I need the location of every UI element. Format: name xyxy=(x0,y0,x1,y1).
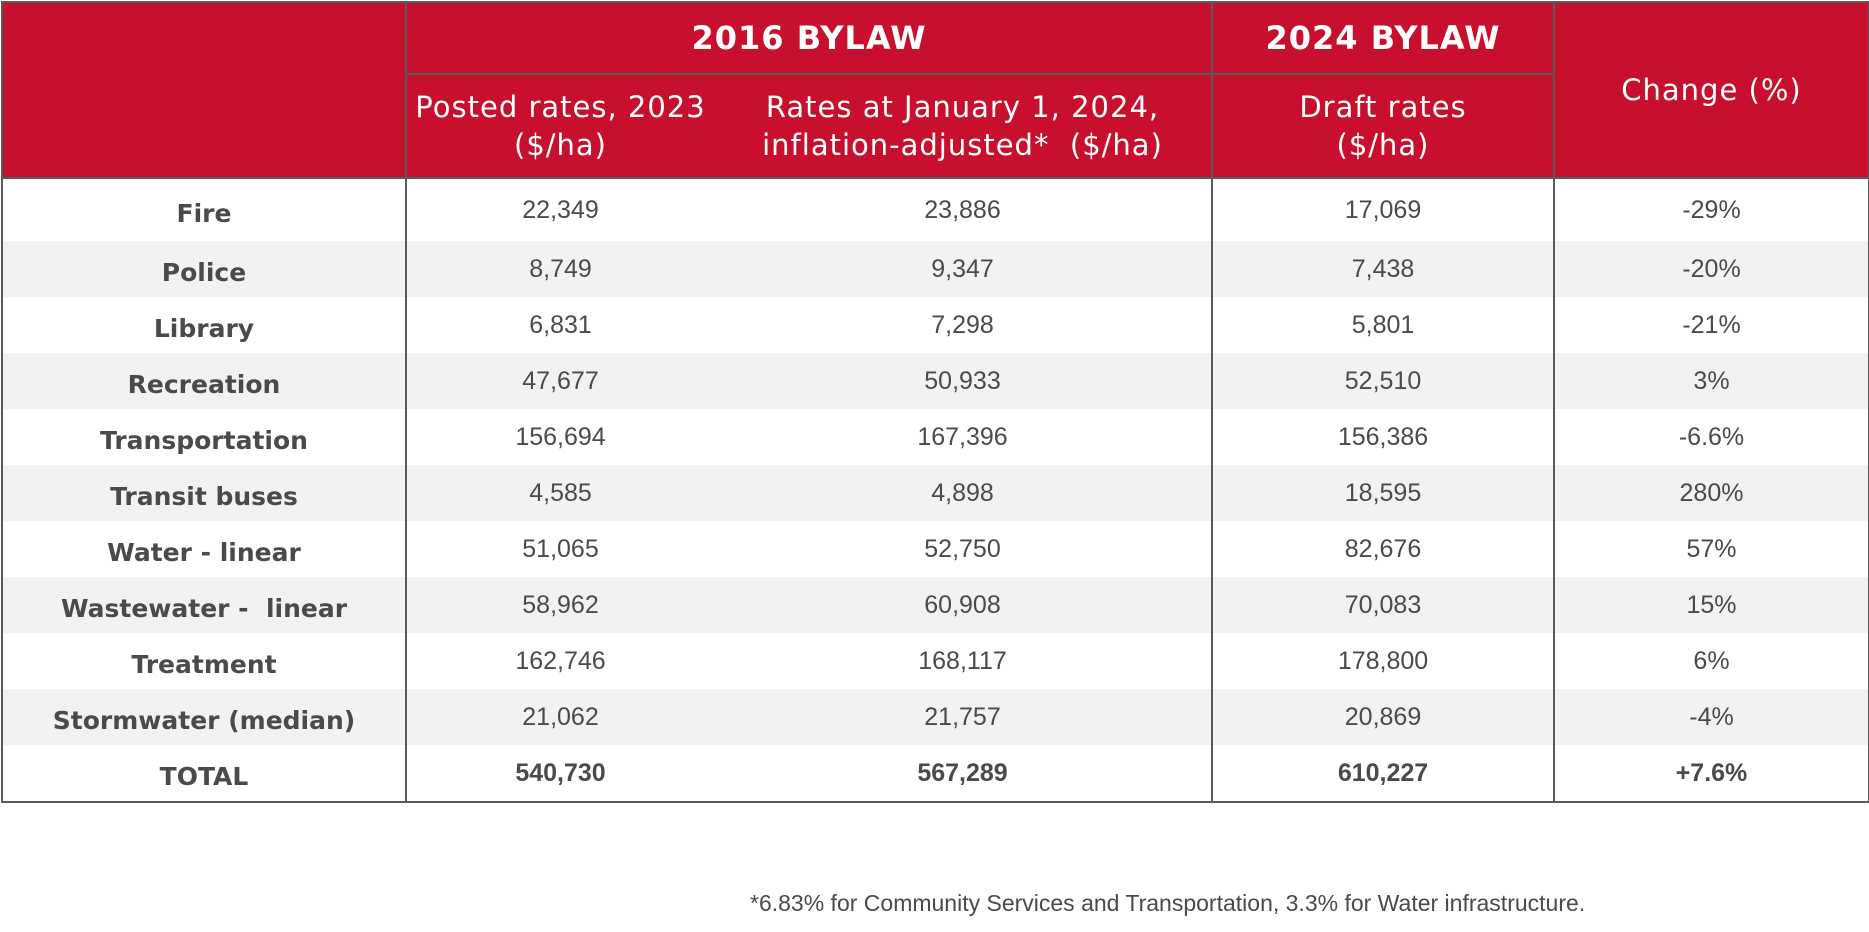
row-label: Wastewater - linear xyxy=(1,577,407,633)
footnote: *6.83% for Community Services and Transp… xyxy=(750,890,1586,916)
header-posted-line2: ($/ha) xyxy=(514,128,607,162)
row-label: Water - linear xyxy=(1,521,407,577)
cell-draft: 20,869 xyxy=(1211,689,1555,745)
cell-change: +7.6% xyxy=(1553,745,1869,803)
cell-change: -29% xyxy=(1553,178,1869,241)
cell-january: 567,289 xyxy=(714,745,1213,803)
cell-draft: 610,227 xyxy=(1211,745,1555,803)
header-2024-bylaw: 2024 BYLAW xyxy=(1211,1,1555,75)
table-row-stormwater: Stormwater (median) 21,062 21,757 20,869… xyxy=(1,689,1869,745)
table-row-treatment: Treatment 162,746 168,117 178,800 6% xyxy=(1,633,1869,689)
cell-posted: 51,065 xyxy=(405,521,714,577)
cell-change: 6% xyxy=(1553,633,1869,689)
cell-change: -4% xyxy=(1553,689,1869,745)
cell-posted: 4,585 xyxy=(405,465,714,521)
table-row-police: Police 8,749 9,347 7,438 -20% xyxy=(1,241,1869,297)
cell-draft: 17,069 xyxy=(1211,178,1555,241)
cell-january: 4,898 xyxy=(714,465,1213,521)
row-label: TOTAL xyxy=(1,745,407,803)
table-row-transit-buses: Transit buses 4,585 4,898 18,595 280% xyxy=(1,465,1869,521)
cell-draft: 52,510 xyxy=(1211,353,1555,409)
cell-posted: 156,694 xyxy=(405,409,714,465)
cell-change: -21% xyxy=(1553,297,1869,353)
cell-january: 9,347 xyxy=(714,241,1213,297)
cell-january: 50,933 xyxy=(714,353,1213,409)
rates-table: 2016 BYLAW 2024 BYLAW Change (%) Posted … xyxy=(1,1,1869,803)
header-draft-rates: Draft rates ($/ha) xyxy=(1211,73,1555,179)
table-row-recreation: Recreation 47,677 50,933 52,510 3% xyxy=(1,353,1869,409)
cell-posted: 58,962 xyxy=(405,577,714,633)
header-posted-line1: Posted rates, 2023 xyxy=(415,90,706,124)
row-label: Transportation xyxy=(1,409,407,465)
header-group-row: 2016 BYLAW 2024 BYLAW Change (%) xyxy=(1,1,1869,179)
cell-draft: 5,801 xyxy=(1211,297,1555,353)
header-change: Change (%) xyxy=(1553,1,1869,179)
header-jan-line1: Rates at January 1, 2024, xyxy=(765,90,1160,124)
cell-change: 3% xyxy=(1553,353,1869,409)
cell-posted: 22,349 xyxy=(405,178,714,241)
cell-posted: 540,730 xyxy=(405,745,714,803)
cell-posted: 47,677 xyxy=(405,353,714,409)
cell-change: 280% xyxy=(1553,465,1869,521)
row-label: Recreation xyxy=(1,353,407,409)
header-posted-rates: Posted rates, 2023 ($/ha) xyxy=(405,73,714,179)
cell-posted: 21,062 xyxy=(405,689,714,745)
cell-draft: 18,595 xyxy=(1211,465,1555,521)
cell-january: 52,750 xyxy=(714,521,1213,577)
cell-draft: 82,676 xyxy=(1211,521,1555,577)
cell-january: 167,396 xyxy=(714,409,1213,465)
cell-change: 57% xyxy=(1553,521,1869,577)
cell-draft: 156,386 xyxy=(1211,409,1555,465)
header-jan-line2: inflation-adjusted* ($/ha) xyxy=(762,128,1163,162)
header-draft-line1: Draft rates xyxy=(1299,90,1467,124)
cell-change: -20% xyxy=(1553,241,1869,297)
table-row-wastewater-linear: Wastewater - linear 58,962 60,908 70,083… xyxy=(1,577,1869,633)
cell-change: -6.6% xyxy=(1553,409,1869,465)
row-label: Fire xyxy=(1,178,407,241)
table-body: Fire 22,349 23,886 17,069 -29% Police 8,… xyxy=(1,178,1869,803)
cell-draft: 178,800 xyxy=(1211,633,1555,689)
row-label: Stormwater (median) xyxy=(1,689,407,745)
header-draft-line2: ($/ha) xyxy=(1336,128,1430,162)
cell-change: 15% xyxy=(1553,577,1869,633)
table-row-water-linear: Water - linear 51,065 52,750 82,676 57% xyxy=(1,521,1869,577)
cell-january: 23,886 xyxy=(714,178,1213,241)
cell-posted: 162,746 xyxy=(405,633,714,689)
cell-posted: 8,749 xyxy=(405,241,714,297)
table-header: 2016 BYLAW 2024 BYLAW Change (%) Posted … xyxy=(1,1,1869,179)
cell-draft: 70,083 xyxy=(1211,577,1555,633)
header-corner-cell xyxy=(1,1,407,179)
header-january-rates: Rates at January 1, 2024, inflation-adju… xyxy=(714,73,1213,179)
header-2016-bylaw: 2016 BYLAW xyxy=(405,1,1213,75)
cell-january: 60,908 xyxy=(714,577,1213,633)
table-row-transportation: Transportation 156,694 167,396 156,386 -… xyxy=(1,409,1869,465)
cell-draft: 7,438 xyxy=(1211,241,1555,297)
cell-january: 21,757 xyxy=(714,689,1213,745)
row-label: Library xyxy=(1,297,407,353)
cell-january: 168,117 xyxy=(714,633,1213,689)
cell-january: 7,298 xyxy=(714,297,1213,353)
cell-posted: 6,831 xyxy=(405,297,714,353)
table-row-library: Library 6,831 7,298 5,801 -21% xyxy=(1,297,1869,353)
row-label: Transit buses xyxy=(1,465,407,521)
header-sub-row: Posted rates, 2023 ($/ha) Rates at Janua… xyxy=(2,73,1869,179)
table-row-total: TOTAL 540,730 567,289 610,227 +7.6% xyxy=(1,745,1869,803)
row-label: Treatment xyxy=(1,633,407,689)
row-label: Police xyxy=(1,241,407,297)
table-row-fire: Fire 22,349 23,886 17,069 -29% xyxy=(1,178,1869,241)
